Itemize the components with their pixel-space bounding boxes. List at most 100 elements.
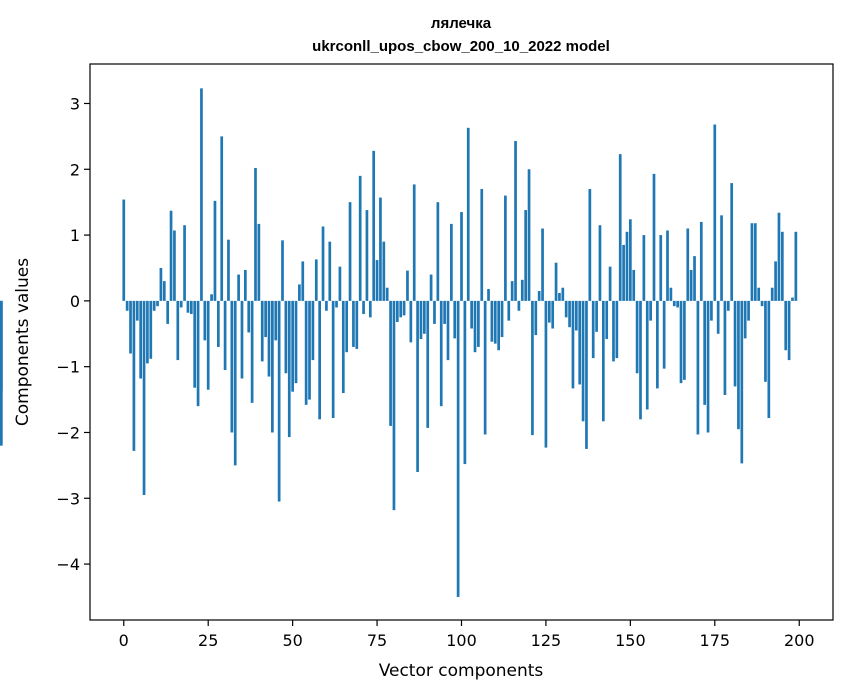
bar-77 (382, 241, 386, 301)
bar-118 (520, 279, 524, 301)
bar-126 (547, 300, 551, 323)
bar-3 (132, 300, 136, 451)
bar-103 (470, 300, 473, 329)
bar-120 (527, 169, 531, 301)
bar-49 (287, 300, 291, 438)
bar-174 (710, 300, 713, 321)
bar-192 (770, 287, 774, 301)
y-axis-label: Components values (13, 258, 33, 426)
bar-110 (493, 300, 497, 344)
bar-68 (352, 300, 355, 347)
bar-193 (774, 261, 777, 301)
bar-5 (139, 300, 143, 379)
bar-22 (196, 300, 200, 407)
bar-195 (780, 231, 784, 301)
bar-199 (794, 231, 798, 301)
bar-33 (233, 300, 237, 466)
bar-97 (450, 223, 453, 301)
chart-subtitle: ukrconll_upos_cbow_200_10_2022 model (312, 38, 610, 55)
bar-88 (419, 300, 423, 340)
bar-198 (791, 297, 794, 301)
bar-187 (753, 223, 757, 301)
bar-173 (706, 300, 710, 433)
bar-14 (169, 210, 173, 301)
bar-125 (544, 300, 548, 448)
bar-131 (564, 300, 568, 318)
bar-147 (618, 154, 622, 301)
bar-12 (162, 281, 166, 301)
bar-undefined (0, 300, 3, 392)
bar-167 (686, 228, 690, 301)
bar-190 (764, 300, 767, 382)
bar-52 (298, 284, 301, 301)
bar-19 (186, 300, 190, 313)
bar-9 (152, 300, 156, 311)
bar-20 (189, 300, 193, 315)
bar-116 (514, 140, 517, 301)
bar-24 (203, 300, 207, 341)
bar-64 (338, 266, 342, 301)
bar-177 (720, 215, 723, 301)
bar-135 (578, 300, 582, 385)
bar-189 (760, 300, 764, 307)
bar-191 (767, 300, 771, 418)
bar-48 (284, 300, 288, 374)
x-tick-label: 25 (198, 631, 218, 650)
bar-144 (608, 266, 612, 301)
bar-152 (635, 300, 639, 374)
bar-31 (227, 239, 230, 301)
bar-75 (375, 260, 379, 301)
bar-18 (183, 225, 186, 301)
x-tick-label: 150 (615, 631, 646, 650)
bar-55 (308, 300, 311, 400)
bar-80 (392, 300, 396, 511)
bar-4 (135, 300, 139, 321)
bar-121 (531, 300, 534, 436)
bar-182 (737, 300, 740, 430)
bar-122 (534, 300, 538, 336)
bar-108 (487, 289, 490, 301)
bar-155 (645, 300, 649, 410)
bar-70 (358, 175, 362, 301)
bar-164 (676, 300, 679, 308)
x-tick-label: 75 (367, 631, 387, 650)
bar-69 (355, 300, 359, 349)
bar-86 (412, 184, 416, 301)
y-tick-label: −3 (56, 489, 80, 508)
bar-38 (250, 300, 254, 403)
y-axis: −4 −3 −2 −1 0 1 2 3 (56, 94, 90, 574)
bar-115 (510, 281, 514, 301)
bar-98 (453, 300, 457, 339)
y-tick-label: 2 (70, 160, 80, 179)
bar-157 (652, 173, 656, 301)
bar-161 (666, 230, 669, 301)
x-tick-label: 175 (700, 631, 731, 650)
bar-180 (730, 183, 734, 301)
bar-129 (558, 292, 561, 301)
bar-93 (436, 202, 440, 301)
bar-45 (274, 300, 278, 341)
bar-151 (632, 269, 636, 301)
bar-32 (230, 300, 234, 433)
bar-25 (206, 300, 210, 390)
bar-169 (693, 256, 696, 301)
bar-29 (220, 136, 224, 301)
x-axis: 0 25 50 75 100 125 150 175 200 (119, 620, 815, 650)
bar-181 (733, 300, 737, 387)
bar-128 (554, 262, 558, 301)
bar-65 (341, 300, 345, 393)
bar-165 (679, 300, 683, 384)
bar-42 (264, 300, 267, 338)
bar-92 (433, 300, 436, 324)
bar-90 (426, 300, 430, 428)
bar-2 (129, 300, 132, 354)
bar-139 (591, 300, 595, 359)
bar-37 (247, 300, 251, 333)
bar-6 (142, 300, 146, 495)
bar-106 (480, 189, 484, 301)
bar-184 (743, 300, 747, 339)
bar-185 (747, 300, 750, 321)
bar-156 (649, 300, 652, 321)
bar-136 (581, 300, 585, 422)
